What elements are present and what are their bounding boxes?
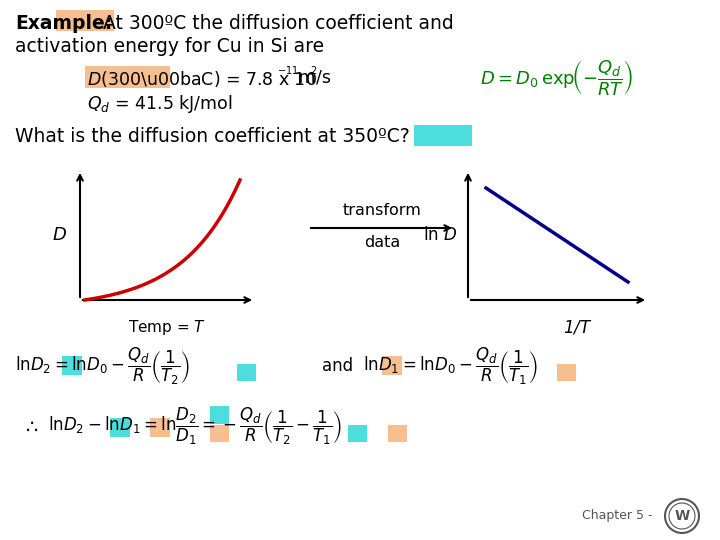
Bar (62, 356, 82, 375)
Text: $Q_d$ = 41.5 kJ/mol: $Q_d$ = 41.5 kJ/mol (87, 93, 233, 115)
Bar (382, 356, 402, 375)
Bar (388, 425, 407, 442)
Text: W: W (675, 509, 690, 523)
Text: $\mathrm{ln}D_1 = \mathrm{ln}D_0 - \dfrac{Q_d}{R}\left(\dfrac{1}{T_1}\right)$: $\mathrm{ln}D_1 = \mathrm{ln}D_0 - \dfra… (363, 346, 538, 387)
Text: $\mathrm{ln}D_2 = \mathrm{ln}D_0 - \dfrac{Q_d}{R}\left(\dfrac{1}{T_2}\right)$: $\mathrm{ln}D_2 = \mathrm{ln}D_0 - \dfra… (15, 346, 190, 387)
Text: What is the diffusion coefficient at 350ºC?: What is the diffusion coefficient at 350… (15, 127, 410, 146)
Text: m: m (293, 69, 315, 87)
Text: $D = D_0\,\mathrm{exp}\!\left(-\dfrac{Q_d}{RT}\right)$: $D = D_0\,\mathrm{exp}\!\left(-\dfrac{Q_… (480, 58, 634, 98)
Text: Example:: Example: (15, 14, 112, 33)
Bar (210, 406, 229, 424)
Text: ln $D$: ln $D$ (423, 226, 457, 244)
Bar (56, 10, 114, 31)
Bar (110, 418, 130, 437)
Text: $\mathit{D}$(300\u00baC) = 7.8 x 10: $\mathit{D}$(300\u00baC) = 7.8 x 10 (87, 69, 317, 89)
Text: and: and (322, 357, 353, 375)
Text: 1/$T$: 1/$T$ (563, 318, 593, 336)
Text: Chapter 5 -: Chapter 5 - (582, 510, 652, 523)
Text: $^{2}$: $^{2}$ (310, 66, 318, 80)
Text: $^{-11}$: $^{-11}$ (277, 66, 299, 80)
Text: activation energy for Cu in Si are: activation energy for Cu in Si are (15, 37, 324, 56)
Bar (210, 425, 229, 442)
Bar (85, 66, 170, 88)
Text: transform: transform (343, 203, 421, 218)
Bar (414, 125, 472, 146)
Bar (557, 364, 576, 381)
Text: $\mathrm{ln}D_2 - \mathrm{ln}D_1 = \mathrm{ln}\dfrac{D_2}{D_1} = -\dfrac{Q_d}{R}: $\mathrm{ln}D_2 - \mathrm{ln}D_1 = \math… (48, 406, 343, 447)
Text: At 300ºC the diffusion coefficient and: At 300ºC the diffusion coefficient and (103, 14, 454, 33)
Bar (348, 425, 367, 442)
Text: $D$: $D$ (53, 226, 68, 244)
Bar (237, 364, 256, 381)
Bar (150, 418, 170, 437)
Text: /s: /s (316, 69, 331, 87)
Text: data: data (364, 235, 400, 250)
Text: $\therefore$: $\therefore$ (22, 416, 39, 435)
Text: Temp = $T$: Temp = $T$ (128, 318, 207, 337)
